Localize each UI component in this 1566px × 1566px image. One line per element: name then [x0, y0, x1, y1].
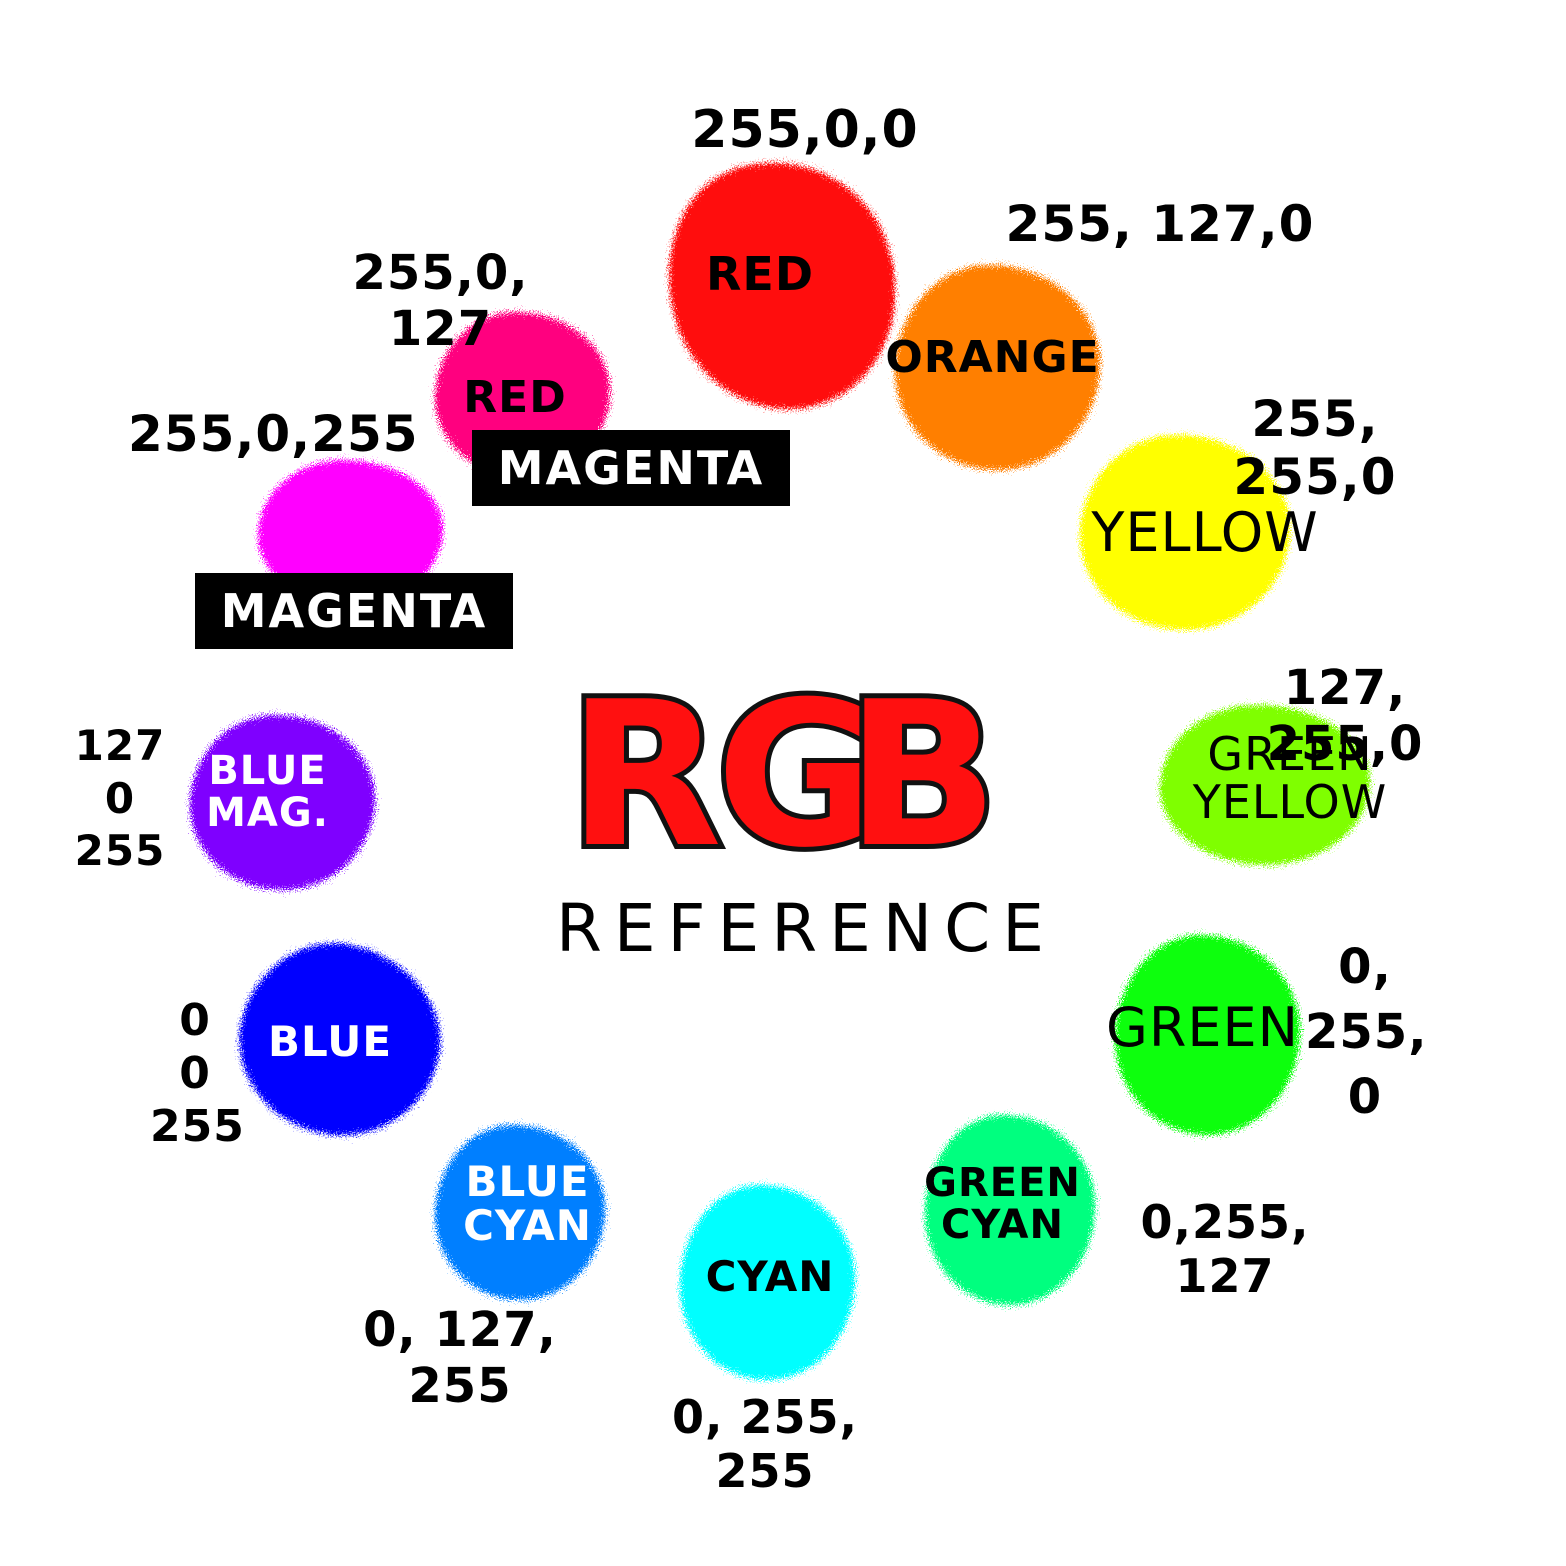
swatch-red-rgb: 255,0,0 — [691, 100, 919, 160]
swatch-green-label: GREEN — [1106, 996, 1299, 1059]
swatch-blue-rgb: 0 0 255 — [150, 995, 245, 1152]
swatch-green-yellow-blob — [1160, 705, 1370, 865]
swatch-cyan-blob — [680, 1185, 855, 1380]
swatch-green-cyan-blob — [925, 1115, 1095, 1305]
swatch-red-magenta-rgb: 255,0, 127 — [352, 245, 529, 357]
swatch-cyan-label: CYAN — [705, 1252, 835, 1301]
swatch-magenta-rgb: 255,0,255 — [128, 405, 419, 463]
swatch-green-rgb: 0, 255, 0 — [1305, 939, 1428, 1125]
swatch-orange-blob — [895, 265, 1100, 470]
swatch-blue-magenta-blob — [190, 715, 375, 890]
swatch-blue-magenta-rgb: 127 0 255 — [74, 721, 166, 875]
subtitle: REFERENCE — [556, 890, 1056, 967]
swatch-yellow-label: YELLOW — [1091, 501, 1319, 564]
swatch-red-label: RED — [705, 247, 815, 301]
swatch-green-blob — [1115, 935, 1300, 1135]
swatch-blue-label: BLUE — [267, 1017, 393, 1066]
swatch-green-yellow-rgb: 127, 255,0 — [1266, 660, 1424, 772]
swatch-red-magenta-tag: MAGENTA — [472, 430, 790, 506]
swatch-blue-magenta-label: BLUE MAG. — [206, 748, 329, 836]
title-letter-g: G — [711, 659, 885, 892]
swatch-yellow-blob — [1080, 435, 1290, 630]
swatch-blue-cyan-blob — [435, 1125, 605, 1300]
swatch-green-yellow-label: GREEN YELLOW — [1192, 727, 1388, 830]
swatch-magenta-tag: MAGENTA — [195, 573, 513, 649]
swatch-orange-rgb: 255, 127,0 — [1005, 195, 1315, 253]
swatch-green-cyan-rgb: 0,255, 127 — [1140, 1195, 1310, 1303]
title-letter-b: B — [841, 659, 1003, 892]
swatch-green-cyan-label: GREEN CYAN — [924, 1160, 1081, 1248]
swatch-cyan-rgb: 0, 255, 255 — [672, 1390, 858, 1498]
swatch-red-magenta-label: RED — [463, 372, 567, 423]
title-letter-r: R — [563, 659, 727, 892]
swatch-yellow-rgb: 255, 255,0 — [1233, 390, 1397, 506]
swatch-blue-cyan-rgb: 0, 127, 255 — [363, 1302, 557, 1414]
swatch-blue-cyan-label: BLUE CYAN — [463, 1157, 592, 1251]
swatch-orange-label: ORANGE — [885, 332, 1100, 383]
